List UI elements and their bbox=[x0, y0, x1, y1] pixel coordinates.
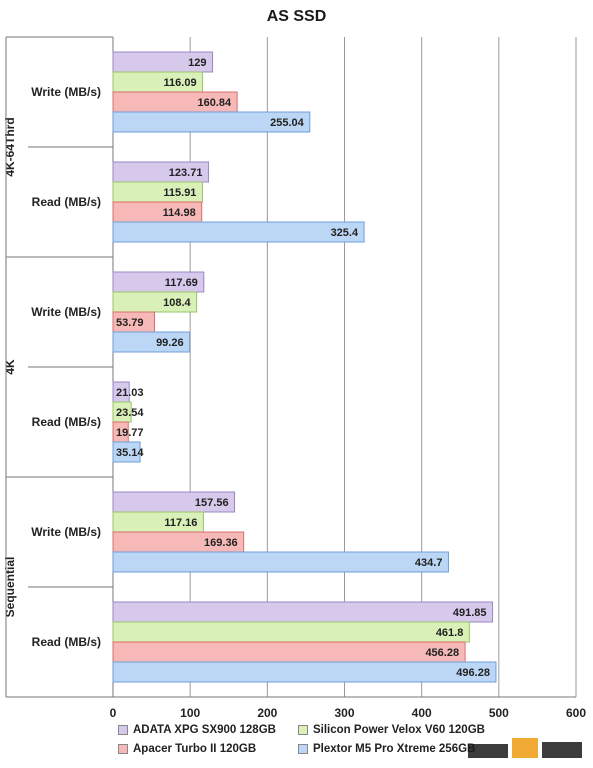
bar-value-label: 160.84 bbox=[197, 97, 232, 109]
bar-value-label: 157.56 bbox=[195, 497, 229, 509]
legend-swatch-adata bbox=[118, 725, 128, 735]
site-logo-watermark bbox=[468, 738, 582, 758]
bar-value-label: 434.7 bbox=[415, 557, 443, 569]
legend-item-adata: ADATA XPG SX900 128GB bbox=[118, 724, 276, 736]
bar-value-label: 117.69 bbox=[165, 277, 198, 289]
category-label: Write (MB/s) bbox=[31, 85, 101, 99]
bar-value-label: 114.98 bbox=[163, 207, 196, 219]
bar-value-label: 255.04 bbox=[270, 117, 305, 129]
legend-swatch-plextor bbox=[298, 744, 308, 754]
bar-value-label: 35.14 bbox=[116, 447, 144, 459]
bar bbox=[112, 661, 497, 683]
bar-value-label: 123.71 bbox=[169, 167, 203, 179]
bar-value-label: 496.28 bbox=[456, 667, 490, 679]
legend-label-adata: ADATA XPG SX900 128GB bbox=[133, 724, 276, 736]
legend-swatch-apacer bbox=[118, 744, 128, 754]
category-label: Write (MB/s) bbox=[31, 525, 101, 539]
bar bbox=[112, 641, 466, 663]
x-tick-label: 200 bbox=[257, 706, 277, 720]
bar-value-label: 108.4 bbox=[163, 297, 191, 309]
bar-value-label: 53.79 bbox=[116, 317, 144, 329]
bar-value-label: 325.4 bbox=[331, 227, 359, 239]
bar bbox=[112, 111, 311, 133]
x-tick-label: 100 bbox=[180, 706, 200, 720]
bar bbox=[112, 221, 365, 243]
legend-label-apacer: Apacer Turbo II 120GB bbox=[133, 743, 257, 755]
bar-value-label: 99.26 bbox=[156, 337, 184, 349]
group-label: Sequential bbox=[3, 557, 17, 618]
category-label: Read (MB/s) bbox=[32, 415, 101, 429]
bar bbox=[112, 331, 191, 353]
category-label: Read (MB/s) bbox=[32, 635, 101, 649]
bar-value-label: 461.8 bbox=[436, 627, 464, 639]
x-tick-label: 500 bbox=[489, 706, 509, 720]
legend-item-plextor: Plextor M5 Pro Xtreme 256GB bbox=[298, 743, 475, 755]
legend-label-silicon-power: Silicon Power Velox V60 120GB bbox=[313, 724, 485, 736]
bar-value-label: 115.91 bbox=[163, 187, 196, 199]
bar bbox=[112, 441, 141, 463]
bar-value-label: 21.03 bbox=[116, 387, 144, 399]
category-label: Read (MB/s) bbox=[32, 195, 101, 209]
legend-label-plextor: Plextor M5 Pro Xtreme 256GB bbox=[313, 743, 476, 755]
legend-item-silicon-power: Silicon Power Velox V60 120GB bbox=[298, 724, 485, 736]
chart-title: AS SSD bbox=[266, 8, 327, 25]
x-tick-label: 0 bbox=[110, 706, 117, 720]
bar-value-label: 129 bbox=[188, 57, 206, 69]
chart-legend: ADATA XPG SX900 128GB Silicon Power Velo… bbox=[118, 724, 485, 764]
bar-value-label: 169.36 bbox=[204, 537, 238, 549]
bar bbox=[112, 601, 494, 623]
group-label: 4K bbox=[3, 359, 17, 375]
bar bbox=[112, 551, 449, 573]
category-label: Write (MB/s) bbox=[31, 305, 101, 319]
group-label: 4K-64Thrd bbox=[3, 117, 17, 176]
legend-swatch-silicon-power bbox=[298, 725, 308, 735]
bar-value-label: 491.85 bbox=[453, 607, 487, 619]
legend-item-apacer: Apacer Turbo II 120GB bbox=[118, 743, 256, 755]
bar bbox=[112, 621, 470, 643]
x-tick-label: 400 bbox=[412, 706, 432, 720]
bar-value-label: 23.54 bbox=[116, 407, 144, 419]
bar-value-label: 116.09 bbox=[164, 77, 197, 89]
x-tick-label: 600 bbox=[566, 706, 586, 720]
bar-value-label: 456.28 bbox=[425, 647, 459, 659]
bar-value-label: 19.77 bbox=[116, 427, 144, 439]
x-tick-label: 300 bbox=[334, 706, 354, 720]
bar-value-label: 117.16 bbox=[164, 517, 197, 529]
